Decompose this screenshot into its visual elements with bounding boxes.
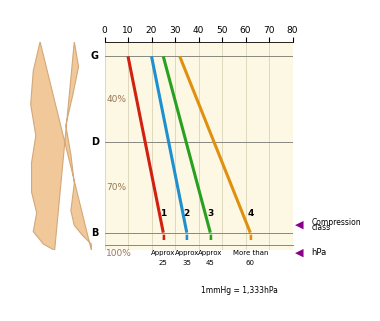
Text: ▮: ▮ xyxy=(185,234,189,240)
Text: 3: 3 xyxy=(207,209,214,218)
Text: 35: 35 xyxy=(182,260,191,266)
Text: Approx: Approx xyxy=(151,250,176,256)
Text: D: D xyxy=(91,137,99,147)
Text: hPa: hPa xyxy=(312,248,327,257)
Text: class: class xyxy=(312,223,331,232)
Text: ▮: ▮ xyxy=(208,234,212,240)
Text: 70%: 70% xyxy=(106,183,127,192)
Text: G: G xyxy=(91,51,99,61)
Text: 4: 4 xyxy=(247,209,253,218)
Text: ◀: ◀ xyxy=(294,247,303,257)
Text: 1mmHg = 1,333hPa: 1mmHg = 1,333hPa xyxy=(201,286,279,295)
Text: ◀: ◀ xyxy=(294,220,303,230)
Text: 2: 2 xyxy=(184,209,190,218)
Text: 25: 25 xyxy=(159,260,168,266)
Text: ▮: ▮ xyxy=(162,234,165,240)
Text: ▮: ▮ xyxy=(249,234,252,240)
Text: 100%: 100% xyxy=(106,249,132,258)
Text: More than: More than xyxy=(233,250,268,256)
Text: B: B xyxy=(92,228,99,238)
Text: 60: 60 xyxy=(246,260,255,266)
Polygon shape xyxy=(31,42,91,250)
Text: 40%: 40% xyxy=(106,95,127,104)
Text: 45: 45 xyxy=(206,260,215,266)
Text: Approx: Approx xyxy=(198,250,223,256)
Text: Compression: Compression xyxy=(312,218,361,227)
Text: 1: 1 xyxy=(160,209,166,218)
Text: Approx: Approx xyxy=(174,250,199,256)
